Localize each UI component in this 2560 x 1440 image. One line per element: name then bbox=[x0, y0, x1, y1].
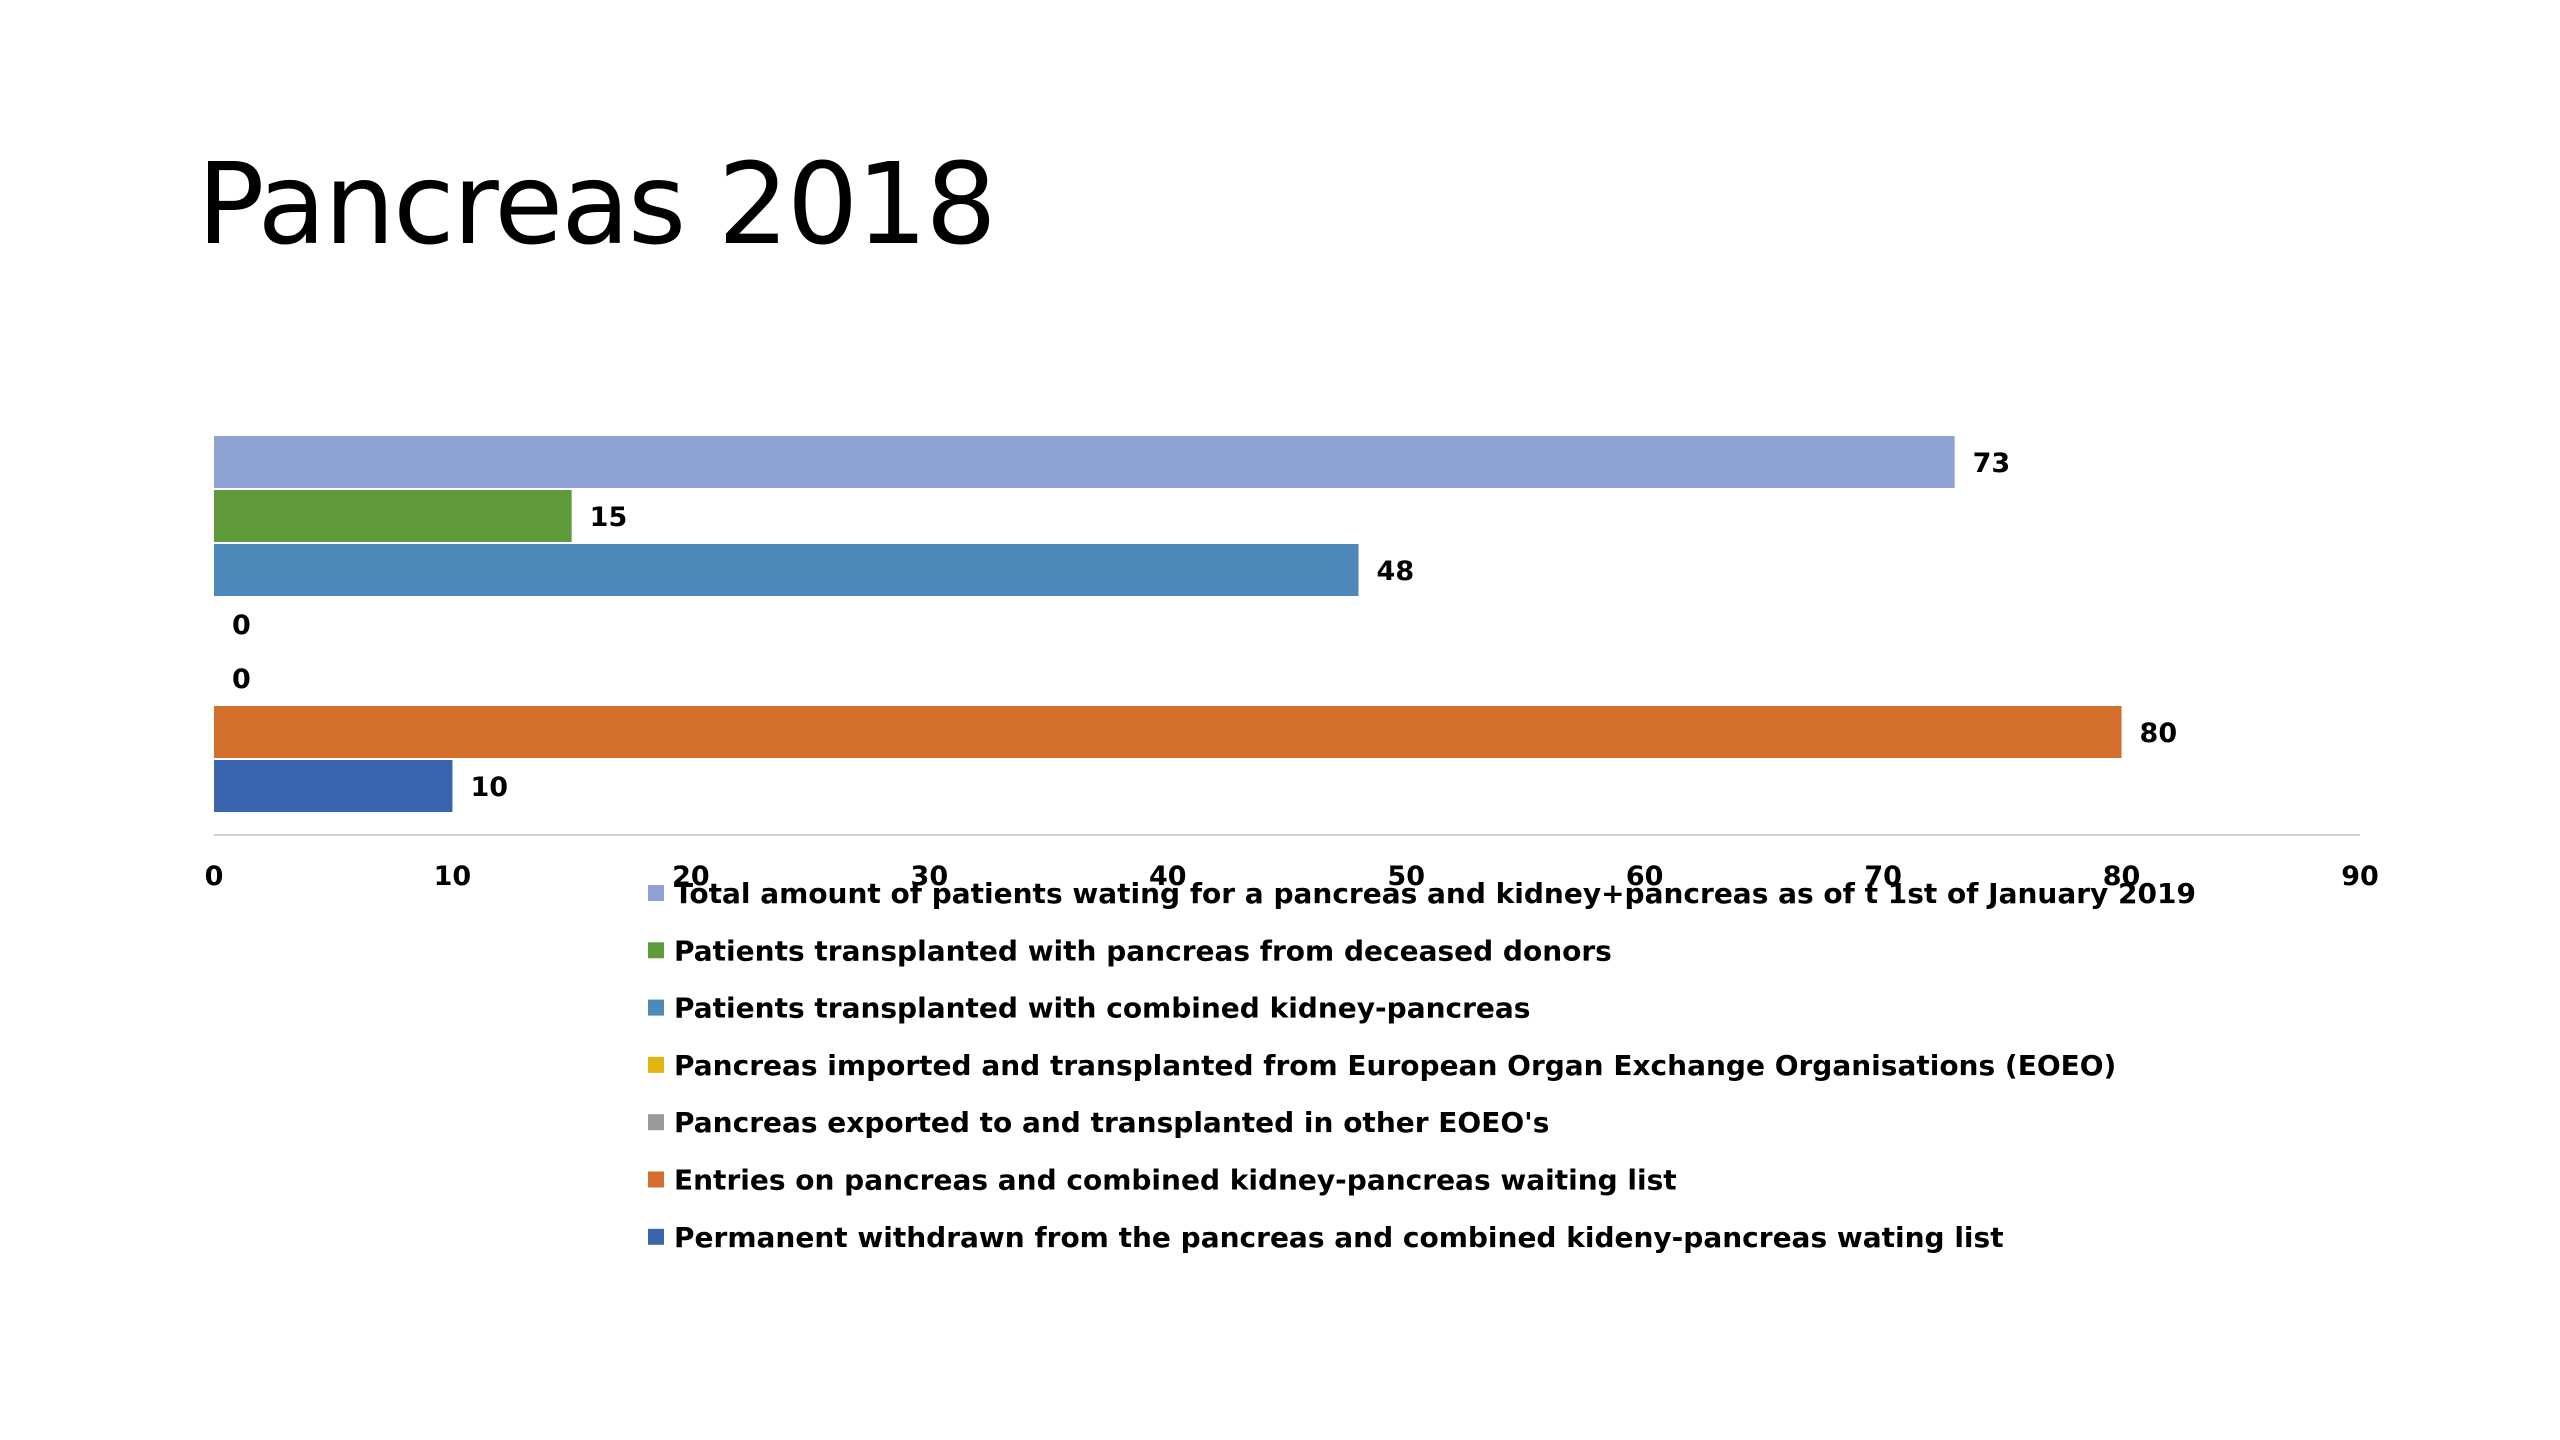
legend-swatch bbox=[648, 1114, 664, 1131]
bar bbox=[214, 544, 1359, 596]
bar-value-label: 80 bbox=[2140, 718, 2178, 749]
bar-value-label: 10 bbox=[470, 772, 508, 803]
legend-swatch bbox=[648, 942, 664, 959]
bar-value-label: 0 bbox=[232, 664, 251, 695]
bar-value-label: 48 bbox=[1377, 556, 1415, 587]
x-tick-label: 0 bbox=[205, 861, 224, 892]
x-tick-label: 30 bbox=[911, 861, 949, 892]
x-axis: 0 10 20 30 40 50 60 70 80 90 bbox=[205, 834, 2379, 892]
slide-title: Pancreas 2018 bbox=[197, 140, 997, 270]
x-tick-label: 90 bbox=[2341, 861, 2379, 892]
x-tick-label: 20 bbox=[672, 861, 710, 892]
bars-layer: 73 15 48 0 0 80 10 bbox=[214, 436, 2177, 812]
bar-value-label: 73 bbox=[1973, 448, 2011, 479]
x-tick-label: 80 bbox=[2103, 861, 2141, 892]
legend-swatch bbox=[648, 1056, 664, 1073]
bar bbox=[214, 706, 2122, 758]
legend-entry: Pancreas exported to and transplanted in… bbox=[674, 1106, 1549, 1139]
x-tick-label: 60 bbox=[1626, 861, 1664, 892]
legend-swatch bbox=[648, 885, 664, 901]
legend-entry: Patients transplanted with pancreas from… bbox=[674, 934, 1612, 967]
bar-value-label: 15 bbox=[590, 502, 628, 533]
legend-entry: Patients transplanted with combined kidn… bbox=[674, 992, 1530, 1025]
bar bbox=[214, 436, 1955, 488]
legend-entry: Entries on pancreas and combined kidney-… bbox=[674, 1164, 1677, 1197]
bar bbox=[214, 760, 453, 812]
legend-entry: Permanent withdrawn from the pancreas an… bbox=[674, 1221, 2004, 1254]
legend-swatch bbox=[648, 1228, 664, 1245]
legend: Total amount of patients wating for a pa… bbox=[648, 877, 2196, 1254]
x-tick-label: 10 bbox=[434, 861, 472, 892]
legend-swatch bbox=[648, 999, 664, 1016]
x-tick-label: 40 bbox=[1149, 861, 1187, 892]
legend-entry: Total amount of patients wating for a pa… bbox=[674, 877, 2196, 910]
legend-swatch bbox=[648, 1171, 664, 1188]
legend-entry: Pancreas imported and transplanted from … bbox=[674, 1049, 2116, 1082]
bar-value-label: 0 bbox=[232, 610, 251, 641]
x-tick-label: 70 bbox=[1864, 861, 1902, 892]
x-tick-label: 50 bbox=[1387, 861, 1425, 892]
bar bbox=[214, 490, 572, 542]
